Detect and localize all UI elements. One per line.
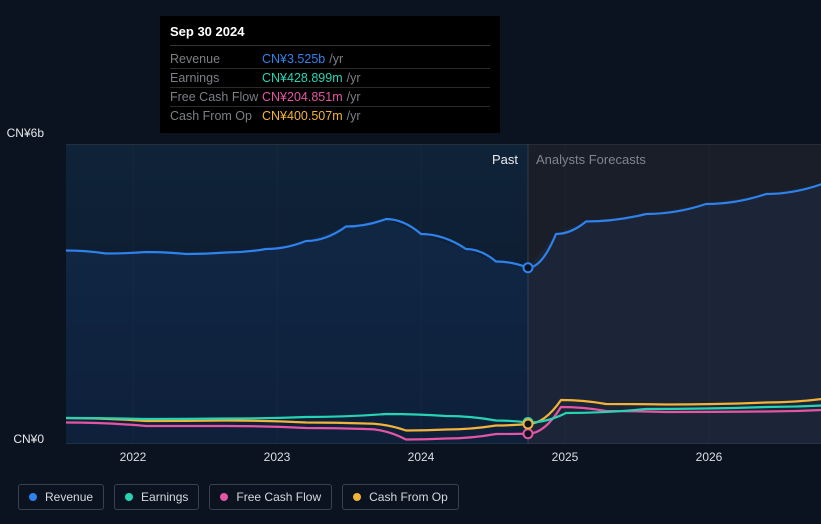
legend-label: Earnings <box>141 490 188 504</box>
y-axis-bottom-label: CN¥0 <box>4 432 44 446</box>
x-axis-tick: 2026 <box>696 450 723 464</box>
tooltip-metric-value: CN¥204.851m <box>262 90 343 104</box>
legend-label: Free Cash Flow <box>236 490 321 504</box>
tooltip-metric-value: CN¥400.507m <box>262 109 343 123</box>
tooltip-metric-name: Free Cash Flow <box>170 90 262 104</box>
chart-tooltip: Sep 30 2024 RevenueCN¥3.525b/yrEarningsC… <box>160 16 500 133</box>
y-axis-top-label: CN¥6b <box>4 126 44 140</box>
tooltip-metric-unit: /yr <box>347 90 361 104</box>
tooltip-metric-name: Revenue <box>170 52 262 66</box>
tooltip-metric-name: Earnings <box>170 71 262 85</box>
tooltip-metric-value: CN¥428.899m <box>262 71 343 85</box>
tooltip-metric-name: Cash From Op <box>170 109 262 123</box>
legend-item-earnings[interactable]: Earnings <box>114 484 199 510</box>
tooltip-row: EarningsCN¥428.899m/yr <box>170 69 490 88</box>
x-axis-tick: 2025 <box>552 450 579 464</box>
tooltip-title: Sep 30 2024 <box>170 24 490 46</box>
tooltip-row: RevenueCN¥3.525b/yr <box>170 50 490 69</box>
tooltip-metric-unit: /yr <box>347 71 361 85</box>
chart-plot[interactable] <box>66 144 821 444</box>
tooltip-metric-value: CN¥3.525b <box>262 52 325 66</box>
legend-label: Cash From Op <box>369 490 448 504</box>
legend-dot-icon <box>220 493 228 501</box>
x-axis-tick: 2023 <box>264 450 291 464</box>
legend-dot-icon <box>29 493 37 501</box>
tooltip-metric-unit: /yr <box>329 52 343 66</box>
x-axis-tick: 2024 <box>408 450 435 464</box>
tooltip-metric-unit: /yr <box>347 109 361 123</box>
x-axis-tick: 2022 <box>120 450 147 464</box>
legend-item-revenue[interactable]: Revenue <box>18 484 104 510</box>
legend-item-free-cash-flow[interactable]: Free Cash Flow <box>209 484 332 510</box>
tooltip-row: Cash From OpCN¥400.507m/yr <box>170 107 490 125</box>
tooltip-row: Free Cash FlowCN¥204.851m/yr <box>170 88 490 107</box>
legend-dot-icon <box>353 493 361 501</box>
chart-legend: Revenue Earnings Free Cash Flow Cash From O… <box>18 484 459 510</box>
legend-dot-icon <box>125 493 133 501</box>
legend-item-cash-from-op[interactable]: Cash From Op <box>342 484 459 510</box>
financial-chart: CN¥6b CN¥0 Past Analysts Forecasts 20222… <box>18 0 804 524</box>
legend-label: Revenue <box>45 490 93 504</box>
